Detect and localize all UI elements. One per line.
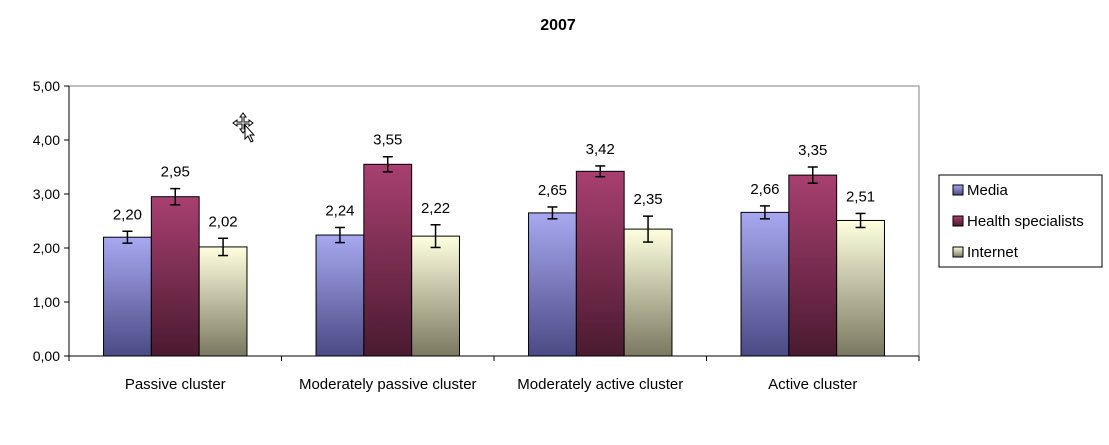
y-tick-label: 2,00 (33, 240, 60, 256)
move-cursor-icon (232, 112, 256, 143)
x-tick-label: Moderately active cluster (517, 376, 683, 393)
legend-swatch (952, 184, 964, 196)
legend-label: Media (967, 182, 1009, 199)
x-tick-label: Passive cluster (125, 376, 226, 393)
bar (528, 212, 577, 357)
bars (103, 163, 885, 357)
data-label: 2,66 (750, 181, 779, 198)
bar (150, 196, 200, 357)
data-label: 3,55 (373, 132, 402, 149)
data-label: 2,51 (846, 188, 875, 205)
legend-item: Health specialists (952, 213, 1084, 230)
legend-box (938, 174, 1103, 268)
error-bar (547, 206, 558, 220)
y-tick-label: 4,00 (33, 132, 60, 148)
legend-item: Internet (952, 244, 1019, 261)
y-tick-label: 5,00 (33, 78, 60, 94)
error-bar (855, 212, 866, 229)
error-bar (170, 187, 181, 206)
bar (315, 234, 365, 357)
legend-swatch (952, 215, 964, 227)
error-bar (807, 166, 818, 184)
error-bar (334, 226, 345, 244)
legend-item: Media (952, 182, 1009, 199)
error-bar (218, 237, 229, 257)
data-label: 2,24 (325, 202, 354, 219)
data-label: 3,42 (586, 141, 615, 158)
data-label: 2,35 (633, 191, 662, 208)
error-bar (122, 230, 133, 244)
bar (836, 219, 885, 357)
y-axis: 0,00 1,00 2,00 3,00 4,00 5,00 (33, 78, 70, 364)
legend-swatch (952, 246, 964, 258)
data-label: 2,22 (421, 200, 450, 217)
bar (411, 235, 460, 357)
legend: Media Health specialists Internet (938, 174, 1103, 268)
bar (575, 170, 625, 357)
x-tick-label: Active cluster (768, 376, 857, 393)
legend-label: Internet (967, 244, 1019, 261)
data-label: 2,02 (208, 213, 237, 230)
data-label: 2,65 (538, 182, 567, 199)
bar (740, 211, 790, 357)
chart-title: 2007 (540, 17, 576, 34)
error-bar (382, 155, 393, 173)
y-tick-label: 0,00 (33, 348, 60, 364)
error-bar (759, 205, 770, 220)
data-labels: 2,20 2,95 2,02 2,24 3,55 2,22 2,65 3,42 2,35 2,66… (113, 132, 875, 231)
y-tick-label: 3,00 (33, 186, 60, 202)
bar (103, 236, 152, 357)
x-tick-label: Moderately passive cluster (299, 376, 477, 393)
data-label: 2,20 (113, 206, 142, 223)
bar (198, 246, 248, 357)
error-bars (122, 155, 866, 257)
data-label: 2,95 (161, 164, 190, 181)
error-bar (643, 215, 654, 243)
x-axis: Passive cluster Moderately passive cluste… (68, 355, 920, 393)
bar (788, 174, 838, 357)
data-label: 3,35 (798, 142, 827, 159)
error-bar (595, 165, 606, 178)
bar (623, 228, 673, 357)
error-bar (430, 224, 441, 249)
bar (363, 163, 413, 357)
legend-label: Health specialists (967, 213, 1084, 230)
y-tick-label: 1,00 (33, 294, 60, 310)
